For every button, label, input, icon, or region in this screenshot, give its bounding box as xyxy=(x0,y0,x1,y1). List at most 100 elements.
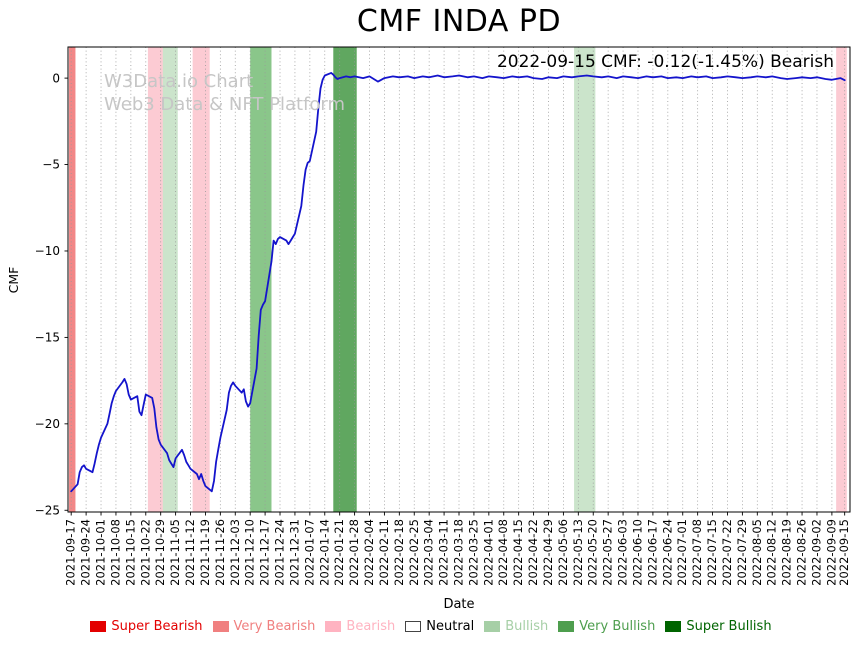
x-tick-label: 2021-12-17 xyxy=(258,519,272,586)
x-tick-label: 2022-08-26 xyxy=(795,519,809,586)
x-tick-label: 2021-10-22 xyxy=(138,519,152,586)
x-tick-label: 2022-09-02 xyxy=(809,519,823,586)
y-tick-label: −20 xyxy=(35,417,60,431)
x-tick-label: 2022-05-27 xyxy=(601,519,615,586)
x-tick-label: 2021-11-19 xyxy=(198,519,212,586)
y-tick-label: −10 xyxy=(35,244,60,258)
legend-label: Super Bearish xyxy=(111,619,203,634)
x-tick-label: 2022-07-08 xyxy=(690,519,704,586)
legend-label: Bullish xyxy=(505,619,549,634)
legend-item-super-bearish: Super Bearish xyxy=(90,619,203,634)
signal-band-very-bullish xyxy=(250,47,272,512)
x-tick-label: 2022-07-22 xyxy=(720,519,734,586)
x-tick-label: 2021-10-15 xyxy=(123,519,137,586)
x-tick-label: 2021-10-01 xyxy=(94,519,108,586)
y-tick-label: −15 xyxy=(35,331,60,345)
x-tick-label: 2022-04-01 xyxy=(481,519,495,586)
signal-band-super-bullish xyxy=(333,47,357,512)
x-tick-label: 2022-03-18 xyxy=(452,519,466,586)
x-tick-label: 2022-08-05 xyxy=(750,519,764,586)
legend-item-neutral: Neutral xyxy=(405,619,474,634)
very-bullish-swatch-icon xyxy=(558,621,575,632)
bullish-swatch-icon xyxy=(484,621,501,632)
x-tick-label: 2021-12-31 xyxy=(287,519,301,586)
x-tick-label: 2022-08-12 xyxy=(765,519,779,586)
x-tick-label: 2022-04-08 xyxy=(496,519,510,586)
x-tick-label: 2022-02-18 xyxy=(392,519,406,586)
x-tick-label: 2022-04-22 xyxy=(526,519,540,586)
x-tick-label: 2022-02-11 xyxy=(377,519,391,586)
signal-band-very-bearish xyxy=(69,47,76,512)
cmf-line xyxy=(70,72,846,493)
x-axis-label: Date xyxy=(443,597,475,612)
x-tick-label: 2021-10-08 xyxy=(108,519,122,586)
x-tick-label: 2021-12-10 xyxy=(243,519,257,586)
legend-item-bullish: Bullish xyxy=(484,619,548,634)
x-tick-label: 2022-03-11 xyxy=(437,519,451,586)
super-bullish-swatch-icon xyxy=(665,621,682,632)
x-tick-label: 2022-07-29 xyxy=(735,519,749,586)
x-tick-label: 2022-08-19 xyxy=(780,519,794,586)
x-tick-label: 2022-05-20 xyxy=(586,519,600,586)
x-tick-label: 2021-11-26 xyxy=(213,519,227,586)
legend: Super Bearish Very Bearish Bearish Neutr… xyxy=(0,619,862,634)
signal-band-bullish xyxy=(574,47,596,512)
x-tick-label: 2022-01-21 xyxy=(332,519,346,586)
y-axis-label: CMF xyxy=(6,266,21,294)
x-tick-label: 2022-09-15 xyxy=(837,519,851,586)
x-tick-label: 2022-02-25 xyxy=(407,519,421,586)
x-tick-label: 2022-06-24 xyxy=(660,519,674,586)
x-tick-label: 2022-04-29 xyxy=(541,519,555,586)
x-tick-label: 2021-11-05 xyxy=(168,519,182,586)
x-tick-label: 2022-03-25 xyxy=(466,519,480,586)
neutral-swatch-icon xyxy=(405,621,422,632)
super-bearish-swatch-icon xyxy=(90,621,107,632)
watermark-line2: Web3 Data & NFT Platform xyxy=(104,94,346,115)
x-tick-label: 2022-06-17 xyxy=(645,519,659,586)
x-tick-label: 2022-01-07 xyxy=(302,519,316,586)
x-tick-label: 2021-09-17 xyxy=(64,519,78,586)
y-tick-label: −25 xyxy=(35,503,60,517)
legend-label: Very Bearish xyxy=(233,619,316,634)
x-tick-label: 2022-01-28 xyxy=(347,519,361,586)
x-tick-label: 2022-06-03 xyxy=(616,519,630,586)
legend-label: Super Bullish xyxy=(686,619,772,634)
x-tick-label: 2022-09-09 xyxy=(824,519,838,586)
x-tick-label: 2022-05-06 xyxy=(556,519,570,586)
signal-band-bullish xyxy=(162,47,178,512)
legend-item-very-bearish: Very Bearish xyxy=(212,619,316,634)
x-tick-label: 2022-04-15 xyxy=(511,519,525,586)
signal-band-bearish xyxy=(147,47,163,512)
legend-item-bearish: Bearish xyxy=(325,619,395,634)
signal-band-bearish xyxy=(192,47,210,512)
legend-label: Neutral xyxy=(426,619,475,634)
x-tick-label: 2022-02-04 xyxy=(362,519,376,586)
y-tick-label: 0 xyxy=(52,71,60,85)
x-tick-label: 2022-05-13 xyxy=(571,519,585,586)
latest-value-annotation: 2022-09-15 CMF: -0.12(-1.45%) Bearish xyxy=(496,52,834,72)
legend-item-very-bullish: Very Bullish xyxy=(558,619,655,634)
axes-frame xyxy=(67,46,851,513)
bearish-swatch-icon xyxy=(325,621,342,632)
chart-title: CMF INDA PD xyxy=(356,4,562,39)
x-tick-label: 2022-07-01 xyxy=(675,519,689,586)
signal-band-bearish xyxy=(836,47,847,512)
x-tick-label: 2021-09-24 xyxy=(79,519,93,586)
x-tick-label: 2021-10-29 xyxy=(153,519,167,586)
x-tick-label: 2021-12-24 xyxy=(273,519,287,586)
very-bearish-swatch-icon xyxy=(212,621,229,632)
x-tick-label: 2021-12-03 xyxy=(228,519,242,586)
x-tick-label: 2021-11-12 xyxy=(183,519,197,586)
y-tick-label: −5 xyxy=(42,158,60,172)
legend-label: Bearish xyxy=(346,619,396,634)
watermark: W3Data.io Chart Web3 Data & NFT Platform xyxy=(104,70,345,116)
x-tick-label: 2022-03-04 xyxy=(422,519,436,586)
legend-item-super-bullish: Super Bullish xyxy=(665,619,772,634)
x-tick-label: 2022-01-14 xyxy=(317,519,331,586)
watermark-line1: W3Data.io Chart xyxy=(104,71,254,92)
x-tick-label: 2022-07-15 xyxy=(705,519,719,586)
x-tick-label: 2022-06-10 xyxy=(630,519,644,586)
legend-label: Very Bullish xyxy=(579,619,656,634)
